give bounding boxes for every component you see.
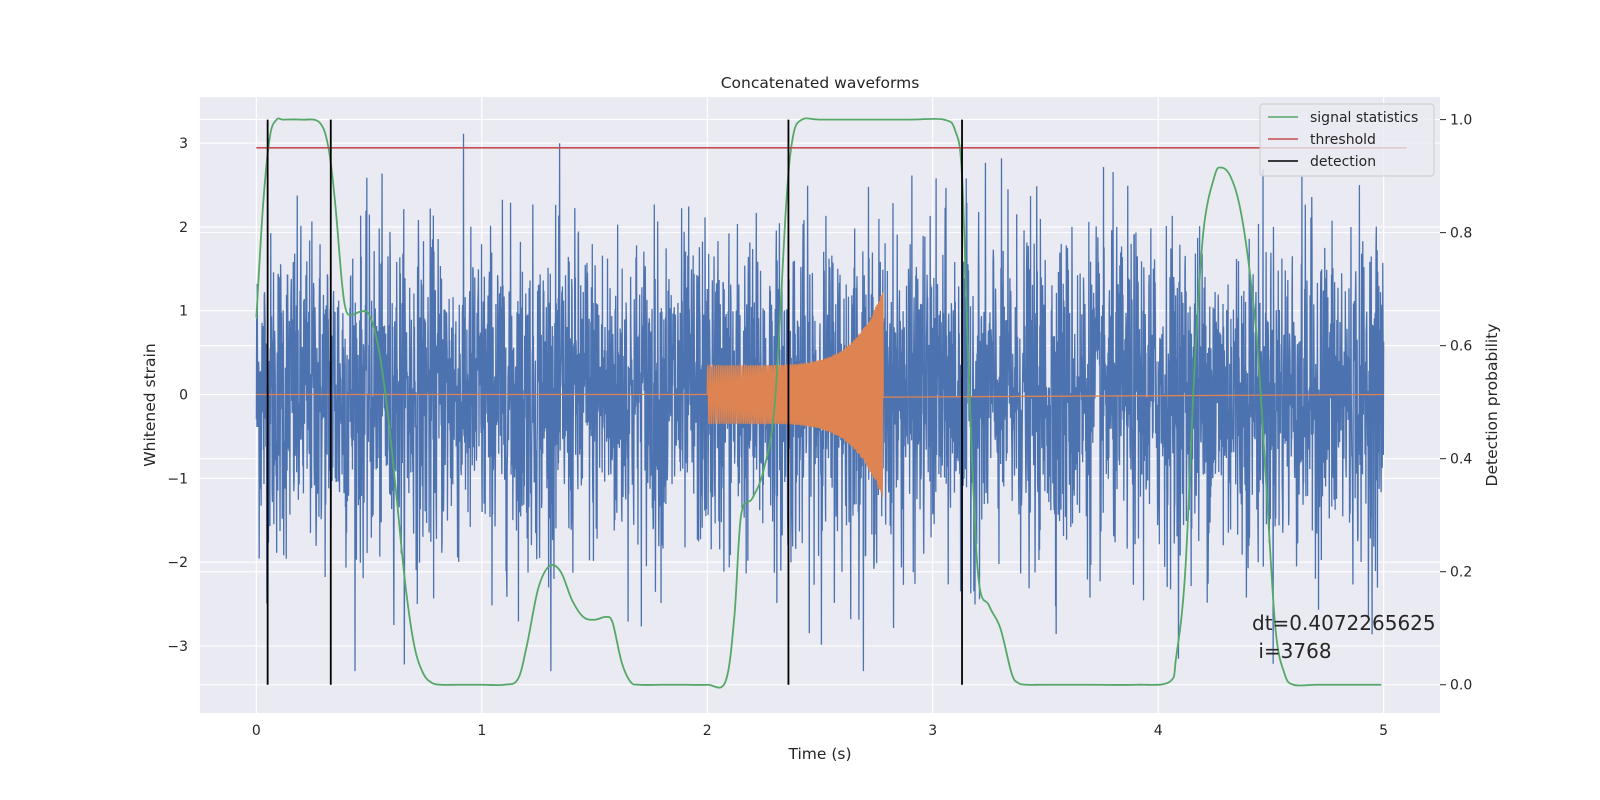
y-right-tick-label: 0.0: [1450, 678, 1472, 694]
y-right-tick-label: 0.4: [1450, 452, 1472, 468]
legend-label-detection: detection: [1310, 154, 1376, 170]
y-axis-right-label: Detection probability: [1483, 324, 1501, 487]
legend-frame: [1259, 103, 1435, 177]
y-axis-left-label: Whitened strain: [141, 343, 159, 466]
legend: signal statistics threshold detection: [1259, 103, 1435, 177]
right-axis-ticks: 0.0 0.2 0.4 0.6 0.8 1.0: [1440, 113, 1472, 694]
series-lines: [255, 117, 1407, 689]
y-right-tick-label: 1.0: [1450, 113, 1472, 129]
x-tick-label: 4: [1154, 723, 1163, 739]
x-axis-ticks: 0 1 2 3 4 5: [252, 723, 1388, 739]
x-tick-label: 2: [703, 723, 712, 739]
annotation-line: i=3768: [1252, 639, 1332, 663]
x-tick-label: 5: [1379, 723, 1388, 739]
x-tick-label: 0: [252, 723, 261, 739]
signal-statistics-line: [255, 117, 1382, 689]
y-left-tick-label: 1: [179, 304, 188, 320]
noise-line: [255, 133, 1385, 672]
x-axis-label: Time (s): [787, 745, 851, 763]
y-left-tick-label: 3: [179, 136, 188, 152]
y-right-tick-label: 0.6: [1450, 339, 1472, 355]
y-left-tick-label: 0: [179, 388, 188, 404]
y-right-tick-label: 0.2: [1450, 565, 1472, 581]
annotation-text: dt=0.4072265625 i=3768: [1252, 611, 1436, 663]
noise-series: [255, 133, 1385, 672]
x-tick-label: 3: [928, 723, 937, 739]
legend-label-threshold: threshold: [1310, 132, 1376, 148]
y-left-tick-label: 2: [179, 220, 188, 236]
annotation-line: dt=0.4072265625: [1252, 611, 1436, 635]
y-left-tick-label: −2: [167, 555, 188, 571]
y-left-tick-label: −1: [167, 471, 188, 487]
y-right-tick-label: 0.8: [1450, 226, 1472, 242]
legend-label-signal-statistics: signal statistics: [1310, 110, 1418, 126]
chart-title: Concatenated waveforms: [721, 74, 920, 92]
left-axis-ticks: −3 −2 −1 0 1 2 3: [167, 136, 188, 655]
chirp-series: [256, 292, 1384, 498]
x-tick-label: 1: [477, 723, 486, 739]
chirp-line: [256, 292, 1384, 498]
y-left-tick-label: −3: [167, 639, 188, 655]
